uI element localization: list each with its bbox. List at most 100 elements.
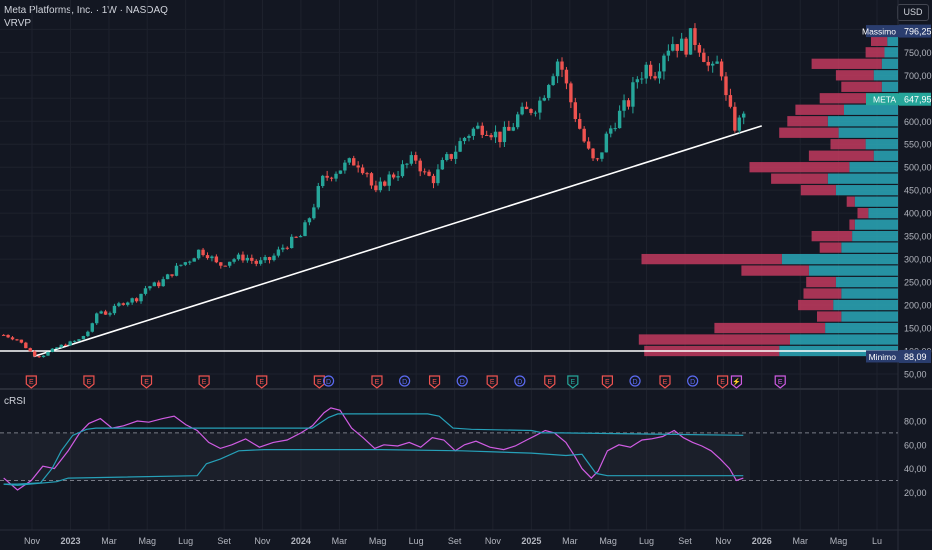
volume-bar-up (835, 276, 898, 288)
price-axis-tick: 700,00 (904, 71, 932, 81)
volume-bar-down (865, 47, 885, 58)
candle-body (657, 71, 662, 79)
candle-body (693, 28, 697, 45)
crsi-upper-band (3, 413, 744, 485)
volume-bar-up (868, 208, 898, 219)
dividend-marker (456, 375, 468, 387)
last-price-value-label: 647,95 (904, 95, 932, 105)
candle-body (493, 131, 498, 138)
candle-body (679, 38, 684, 51)
time-axis-tick: Nov (24, 536, 41, 546)
candle-body (130, 298, 134, 303)
candle-body (635, 79, 640, 83)
candle-body (440, 160, 445, 170)
volume-bar-up (881, 58, 898, 69)
candle-body (520, 106, 524, 115)
volume-bar-down (841, 81, 882, 92)
candle-body (174, 265, 179, 276)
volume-bar-up (827, 173, 898, 184)
volume-bar-down (714, 322, 826, 334)
earnings-marker (140, 375, 153, 389)
volume-bar-down (641, 253, 782, 265)
candle-body (312, 207, 316, 219)
candle-body (6, 334, 10, 338)
volume-bar-up (854, 196, 898, 207)
candle-body (595, 158, 600, 160)
candle-body (648, 64, 653, 77)
volume-bar-up (790, 334, 898, 345)
time-axis-tick: 2026 (752, 536, 772, 546)
volume-bar-up (841, 311, 898, 322)
candle-body (564, 69, 569, 84)
earnings-marker (256, 375, 268, 389)
candle-body (294, 236, 298, 238)
time-axis-tick: Mag (138, 536, 156, 546)
candle-body (165, 274, 170, 280)
candle-body (684, 38, 688, 55)
earnings-marker-label: E (87, 379, 92, 386)
time-axis-tick: Lug (409, 536, 424, 546)
candle-body (484, 134, 489, 136)
candle-body (245, 257, 250, 261)
candle-body (329, 177, 334, 179)
dividend-marker (514, 375, 526, 387)
candle-body (728, 95, 733, 107)
crsi-line (3, 407, 744, 491)
candle-body (471, 128, 476, 136)
volume-bar-up (884, 47, 898, 58)
price-axis-tick: 400,00 (904, 209, 932, 219)
candle-body (241, 254, 245, 261)
volume-bar-down (819, 93, 880, 104)
dividend-marker (399, 375, 411, 387)
candle-body (622, 100, 626, 111)
time-axis-tick: 2024 (291, 536, 311, 546)
time-axis-tick: Mag (369, 536, 387, 546)
candle-body (250, 257, 254, 261)
candle-body (547, 85, 551, 98)
earnings-marker (717, 375, 729, 389)
crsi-axis-tick: 80,00 (904, 417, 927, 427)
candle-body (640, 78, 644, 80)
candle-body (666, 50, 671, 56)
candle-body (236, 254, 241, 260)
time-axis-tick: Set (678, 536, 692, 546)
dividend-marker-label: D (402, 379, 407, 386)
candle-body (254, 260, 258, 264)
candle-body (321, 175, 325, 187)
candle-body (374, 185, 378, 191)
candle-body (436, 169, 440, 184)
trendline-segment (33, 125, 763, 358)
earnings-marker (486, 375, 498, 389)
earnings-marker (371, 375, 383, 389)
indicator-label[interactable]: VRVP (4, 18, 32, 29)
event-marker (730, 375, 743, 389)
candle-body (258, 260, 263, 264)
candle-body (360, 167, 365, 174)
candle-body (369, 173, 374, 186)
dividend-marker-label: D (517, 379, 522, 386)
volume-bar-down (779, 127, 839, 138)
candle-body (489, 135, 493, 138)
candle-body (498, 131, 502, 143)
candle-body (516, 114, 520, 128)
candle-body (507, 126, 511, 131)
candle-body (445, 154, 449, 161)
candle-body (24, 342, 28, 349)
volume-bar-up (808, 265, 898, 276)
dividend-marker-label: D (633, 379, 638, 386)
candle-body (542, 97, 546, 101)
volume-bar-down (787, 116, 828, 127)
crsi-axis-tick: 60,00 (904, 440, 927, 450)
candle-body (467, 135, 471, 138)
candle-body (50, 348, 55, 352)
candle-body (653, 76, 657, 79)
earnings-marker (83, 375, 95, 389)
candle-body (86, 331, 90, 336)
symbol-title[interactable]: Meta Platforms, Inc. · 1W · NASDAQ (4, 5, 168, 16)
volume-bar-down (741, 265, 809, 276)
candle-body (538, 100, 542, 113)
earnings-marker (659, 375, 671, 389)
earnings-marker-label: E (432, 379, 437, 386)
candle-body (90, 323, 94, 332)
